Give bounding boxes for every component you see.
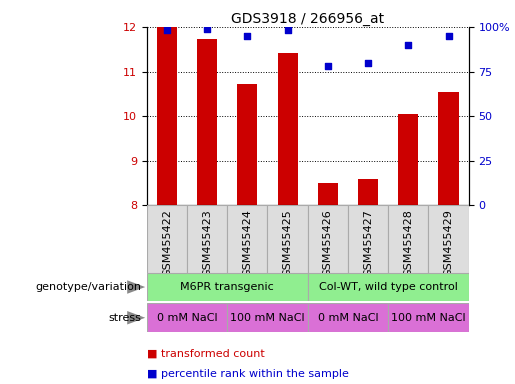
Text: M6PR transgenic: M6PR transgenic [180, 282, 274, 292]
Bar [147, 303, 227, 332]
Text: 0 mM NaCl: 0 mM NaCl [318, 313, 378, 323]
Bar [388, 303, 469, 332]
Bar [227, 205, 267, 273]
Text: GSM455425: GSM455425 [283, 209, 293, 276]
Bar [267, 205, 307, 273]
Bar [197, 40, 217, 205]
Bar [398, 114, 418, 205]
Bar [147, 205, 187, 273]
Text: GSM455427: GSM455427 [363, 209, 373, 277]
Text: GSM455428: GSM455428 [403, 209, 414, 277]
Bar [227, 303, 307, 332]
Text: ■ percentile rank within the sample: ■ percentile rank within the sample [147, 369, 349, 379]
Text: Col-WT, wild type control: Col-WT, wild type control [319, 282, 458, 292]
Point [364, 60, 372, 66]
Point [163, 27, 171, 33]
Bar [147, 273, 307, 301]
Text: genotype/variation: genotype/variation [36, 282, 142, 292]
Text: GSM455429: GSM455429 [443, 209, 454, 277]
Text: stress: stress [109, 313, 142, 323]
Bar [388, 205, 428, 273]
Bar [428, 205, 469, 273]
Bar [307, 303, 388, 332]
Point [324, 63, 332, 69]
Point [243, 33, 251, 39]
Bar [318, 183, 338, 205]
Text: GSM455422: GSM455422 [162, 209, 172, 277]
Bar [237, 84, 258, 205]
Title: GDS3918 / 266956_at: GDS3918 / 266956_at [231, 12, 384, 26]
Bar [307, 205, 348, 273]
Text: 100 mM NaCl: 100 mM NaCl [230, 313, 305, 323]
Bar [348, 205, 388, 273]
Polygon shape [127, 280, 145, 294]
Point [404, 42, 413, 48]
Polygon shape [127, 311, 145, 324]
Bar [278, 53, 298, 205]
Text: GSM455426: GSM455426 [323, 209, 333, 276]
Text: GSM455423: GSM455423 [202, 209, 212, 276]
Point [283, 27, 291, 33]
Bar [157, 27, 177, 205]
Text: GSM455424: GSM455424 [243, 209, 252, 277]
Text: 0 mM NaCl: 0 mM NaCl [157, 313, 217, 323]
Point [444, 33, 453, 39]
Point [203, 26, 211, 32]
Bar [187, 205, 227, 273]
Bar [438, 92, 458, 205]
Bar [307, 273, 469, 301]
Text: 100 mM NaCl: 100 mM NaCl [391, 313, 466, 323]
Text: ■ transformed count: ■ transformed count [147, 348, 265, 358]
Bar [358, 179, 378, 205]
